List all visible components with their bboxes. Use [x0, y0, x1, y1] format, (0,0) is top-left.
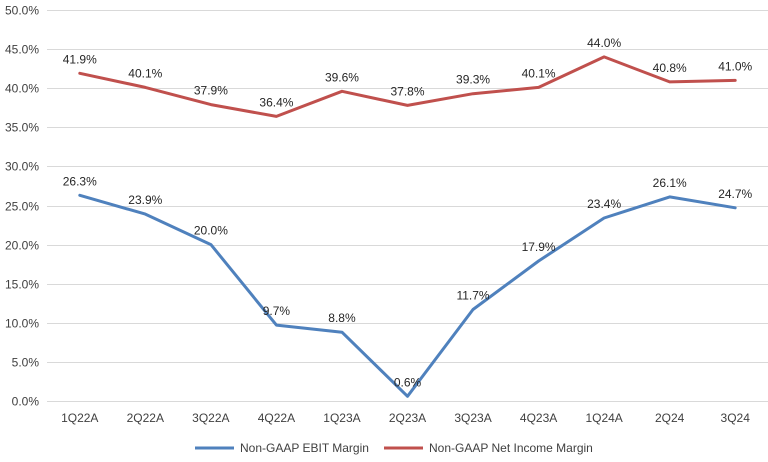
data-label: 39.3% — [456, 73, 490, 87]
y-tick-label: 20.0% — [5, 239, 39, 253]
data-label: 9.7% — [263, 304, 291, 318]
y-tick-label: 15.0% — [5, 278, 39, 292]
y-tick-label: 25.0% — [5, 200, 39, 214]
y-tick-label: 5.0% — [12, 356, 40, 370]
data-label: 37.8% — [390, 84, 424, 98]
data-label: 23.9% — [128, 193, 162, 207]
data-label: 11.7% — [456, 289, 489, 303]
x-tick-label: 1Q23A — [323, 411, 360, 425]
data-label: 8.8% — [328, 311, 356, 325]
x-tick-label: 4Q23A — [520, 411, 557, 425]
data-label: 37.9% — [194, 84, 228, 98]
data-label: 17.9% — [522, 240, 556, 254]
series-lines — [78, 55, 737, 398]
y-tick-label: 40.0% — [5, 82, 39, 96]
data-label: 39.6% — [325, 70, 359, 84]
y-axis-tick-labels: 0.0% 5.0% 10.0% 15.0% 20.0% 25.0% 30.0% 35.0% 40… — [5, 4, 39, 409]
y-tick-label: 45.0% — [5, 43, 39, 57]
y-tick-label: 0.0% — [12, 395, 40, 409]
data-label: 41.9% — [63, 52, 97, 66]
data-label: 36.4% — [259, 95, 293, 109]
data-label: 26.1% — [653, 176, 687, 190]
data-label: 40.8% — [653, 61, 687, 75]
y-tick-label: 30.0% — [5, 160, 39, 174]
data-label: 40.1% — [522, 66, 556, 80]
data-label: 41.0% — [718, 59, 752, 73]
data-label: 20.0% — [194, 224, 228, 238]
series-line — [78, 193, 737, 398]
series-line — [78, 55, 737, 118]
y-tick-label: 50.0% — [5, 4, 39, 18]
data-label: 44.0% — [587, 36, 621, 50]
legend-label: Non-GAAP EBIT Margin — [240, 441, 369, 455]
x-tick-label: 1Q24A — [585, 411, 622, 425]
x-tick-label: 3Q22A — [192, 411, 229, 425]
legend: Non-GAAP EBIT Margin Non-GAAP Net Income … — [195, 441, 593, 455]
x-tick-label: 2Q23A — [389, 411, 426, 425]
x-tick-label: 1Q22A — [61, 411, 98, 425]
data-label: 26.3% — [63, 174, 97, 188]
x-axis-tick-labels: 1Q22A 2Q22A 3Q22A 4Q22A 1Q23A 2Q23A 3Q23A 4Q23A… — [61, 411, 750, 425]
y-tick-label: 10.0% — [5, 317, 39, 331]
data-label: 40.1% — [128, 66, 162, 80]
x-tick-label: 2Q24 — [655, 411, 685, 425]
data-label: 0.6% — [394, 375, 422, 389]
x-tick-label: 3Q23A — [454, 411, 491, 425]
data-label: 23.4% — [587, 197, 621, 211]
x-tick-label: 4Q22A — [258, 411, 295, 425]
legend-label: Non-GAAP Net Income Margin — [429, 441, 593, 455]
x-tick-label: 2Q22A — [127, 411, 164, 425]
gridlines — [47, 10, 768, 402]
data-labels: 26.3% 23.9% 20.0% 9.7% 8.8% 0.6% 11.7% 17.9% 23.… — [63, 36, 753, 389]
data-label: 24.7% — [718, 187, 752, 201]
x-tick-label: 3Q24 — [721, 411, 751, 425]
y-tick-label: 35.0% — [5, 121, 39, 135]
